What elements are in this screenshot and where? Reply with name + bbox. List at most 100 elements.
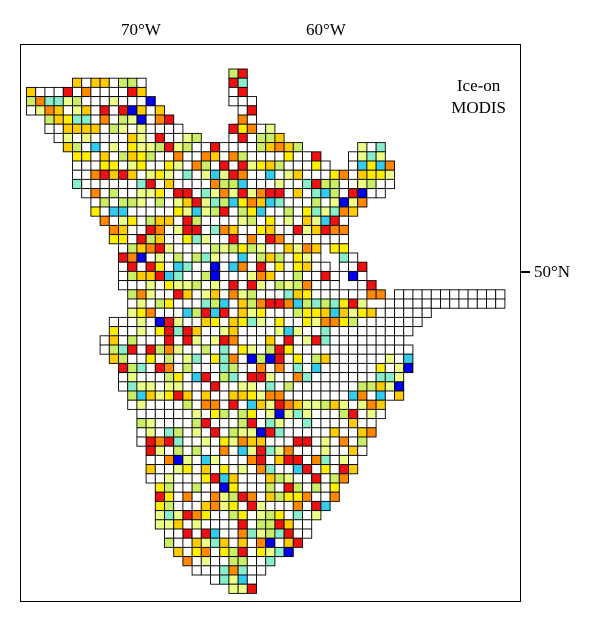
grid-cell [191, 224, 202, 236]
grid-cell [292, 427, 303, 438]
grid-cell [154, 169, 165, 180]
grid-cell [246, 270, 257, 282]
grid-cell [81, 114, 92, 125]
grid-cell [191, 390, 202, 401]
grid-cell [136, 243, 147, 254]
grid-cell [99, 151, 110, 162]
grid-cell [256, 289, 267, 300]
grid-cell [366, 335, 377, 346]
grid-cell [237, 215, 248, 226]
grid-cell [394, 381, 405, 392]
grid-cell [136, 160, 147, 171]
grid-cell [164, 142, 175, 153]
grid-cell [200, 482, 211, 493]
grid-cell [228, 289, 239, 300]
grid-cell [210, 178, 221, 190]
grid-cell [302, 206, 313, 217]
grid-cell [99, 123, 110, 134]
map-title-line1: Ice-on [456, 76, 501, 95]
grid-cell [366, 362, 377, 374]
grid-cell [228, 224, 239, 236]
grid-cell [228, 307, 239, 318]
grid-cell [375, 316, 386, 328]
grid-cell [265, 261, 276, 272]
grid-cell [210, 307, 221, 318]
grid-cell [200, 473, 211, 484]
grid-cell [118, 224, 129, 236]
grid-cell [173, 215, 184, 226]
grid-cell [274, 353, 285, 364]
grid-cell [338, 335, 349, 346]
grid-cell [246, 436, 257, 447]
grid-cell [283, 215, 294, 226]
grid-cell [200, 243, 211, 254]
grid-cell [302, 344, 313, 355]
grid-cell [237, 86, 248, 98]
grid-cell [237, 482, 248, 493]
grid-cell [173, 546, 184, 558]
grid-cell [467, 298, 478, 309]
grid-cell [237, 381, 248, 392]
grid-cell [375, 353, 386, 364]
grid-cell [173, 381, 184, 392]
grid-cell [265, 537, 276, 548]
grid-cell [348, 160, 359, 171]
grid-cell [237, 197, 248, 208]
grid-cell [237, 344, 248, 355]
grid-cell [274, 418, 285, 429]
grid-cell [219, 399, 230, 410]
grid-cell [191, 215, 202, 226]
grid-cell [348, 399, 359, 410]
grid-cell [99, 160, 110, 171]
grid-cell [200, 372, 211, 383]
grid-cell [302, 390, 313, 401]
grid-cell [228, 574, 239, 585]
grid-cell [210, 234, 221, 245]
grid-cell [118, 123, 129, 134]
grid-cell [292, 482, 303, 493]
grid-cell [265, 215, 276, 226]
grid-cell [136, 86, 147, 98]
grid-cell [265, 206, 276, 217]
grid-cell [246, 105, 257, 116]
grid-cell [348, 436, 359, 447]
grid-cell [35, 105, 46, 116]
grid-cell [366, 151, 377, 162]
grid-cell [164, 132, 175, 144]
grid-cell [173, 243, 184, 254]
grid-cell [246, 151, 257, 162]
grid-cell [62, 142, 73, 153]
grid-cell [182, 132, 193, 144]
grid-cell [118, 197, 129, 208]
grid-cell [164, 252, 175, 263]
grid-cell [182, 344, 193, 355]
grid-cell [219, 408, 230, 420]
grid-cell [145, 105, 156, 116]
grid-cell [403, 344, 414, 355]
grid-cell [182, 224, 193, 236]
grid-cell [108, 123, 119, 134]
grid-cell [265, 436, 276, 447]
grid-cell [274, 270, 285, 282]
grid-cell [274, 482, 285, 493]
grid-cell [145, 215, 156, 226]
grid-cell [200, 178, 211, 190]
grid-cell [283, 500, 294, 512]
grid-cell [164, 445, 175, 456]
grid-cell [265, 454, 276, 466]
grid-cell [145, 289, 156, 300]
grid-cell [228, 132, 239, 144]
grid-cell [320, 418, 331, 429]
grid-cell [311, 418, 322, 429]
grid-cell [292, 528, 303, 539]
grid-cell [302, 243, 313, 254]
grid-cell [191, 280, 202, 291]
grid-cell [219, 289, 230, 300]
grid-cell [237, 519, 248, 530]
grid-cell [228, 500, 239, 512]
grid-cell [154, 151, 165, 162]
grid-cell [219, 464, 230, 475]
grid-cell [237, 270, 248, 282]
grid-cell [228, 142, 239, 153]
grid-cell [191, 454, 202, 466]
